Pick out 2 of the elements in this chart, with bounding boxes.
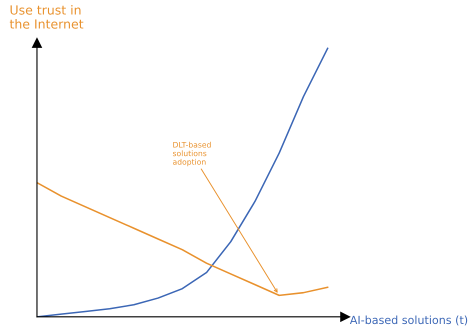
y-axis-title: Use trust in the Internet <box>10 5 84 29</box>
x-axis-title: AI-based solutions (t) <box>350 316 468 326</box>
